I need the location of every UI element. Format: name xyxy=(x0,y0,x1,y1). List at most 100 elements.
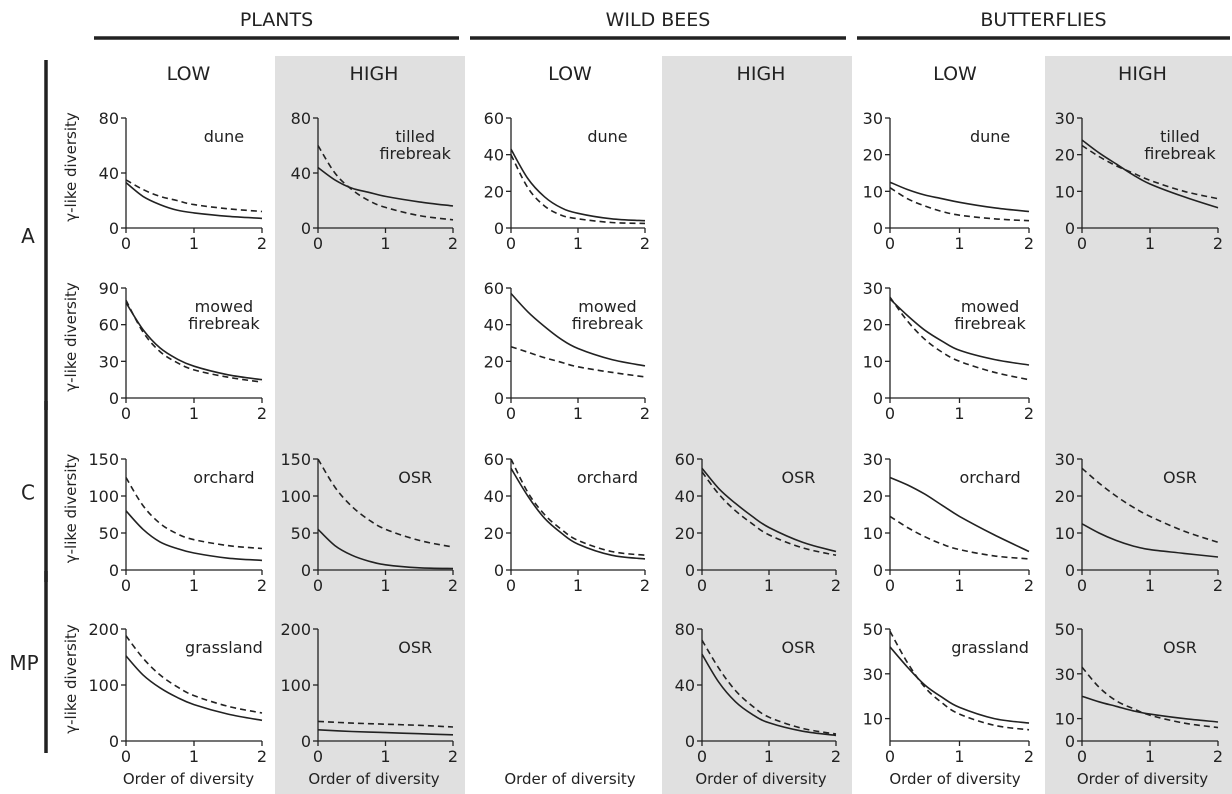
panel-label: dune xyxy=(204,127,244,146)
dashed-series-line xyxy=(510,458,646,556)
column-header: LOW xyxy=(548,63,592,85)
panel-label: firebreak xyxy=(572,314,644,333)
x-tick-label: 0 xyxy=(1077,576,1087,595)
x-tick-label: 0 xyxy=(313,747,323,766)
panel-label: firebreak xyxy=(188,314,260,333)
y-tick-label: 50 xyxy=(99,524,119,543)
y-tick-label: 50 xyxy=(291,524,311,543)
solid-series-line xyxy=(317,166,454,207)
x-tick-label: 0 xyxy=(121,404,131,423)
x-tick-label: 1 xyxy=(1145,234,1155,253)
y-tick-label: 200 xyxy=(280,620,311,639)
x-tick-label: 2 xyxy=(831,747,841,766)
y-tick-label: 100 xyxy=(280,676,311,695)
x-tick-label: 0 xyxy=(506,576,516,595)
dashed-series-line xyxy=(889,515,1030,560)
y-tick-label: 20 xyxy=(1055,146,1075,165)
solid-series-line xyxy=(125,510,263,562)
x-tick-label: 1 xyxy=(380,234,390,253)
dashed-series-line xyxy=(125,179,263,213)
region-label: MP xyxy=(9,651,38,675)
x-tick-label: 2 xyxy=(257,576,267,595)
y-tick-label: 10 xyxy=(1055,182,1075,201)
panel-label: firebreak xyxy=(1144,144,1216,163)
y-tick-label: 200 xyxy=(88,620,119,639)
column-header: LOW xyxy=(933,63,977,85)
x-tick-label: 1 xyxy=(1145,747,1155,766)
x-tick-label: 1 xyxy=(189,234,199,253)
y-tick-label: 50 xyxy=(1055,620,1075,639)
column-header: LOW xyxy=(167,63,211,85)
y-tick-label: 150 xyxy=(280,450,311,469)
panel-label: orchard xyxy=(577,468,638,487)
solid-series-line xyxy=(317,528,454,570)
y-tick-label: 0 xyxy=(109,389,119,408)
panel-label: OSR xyxy=(782,468,816,487)
x-tick-label: 2 xyxy=(1024,576,1034,595)
y-tick-label: 0 xyxy=(301,561,311,580)
solid-series-line xyxy=(125,302,263,381)
y-tick-label: 40 xyxy=(484,146,504,165)
y-tick-label: 0 xyxy=(301,732,311,751)
x-tick-label: 1 xyxy=(954,747,964,766)
y-tick-label: 0 xyxy=(685,561,695,580)
y-tick-label: 20 xyxy=(484,524,504,543)
x-tick-label: 2 xyxy=(831,576,841,595)
column-header: HIGH xyxy=(350,63,399,85)
x-tick-label: 2 xyxy=(448,576,458,595)
x-tick-label: 1 xyxy=(573,404,583,423)
y-tick-label: 60 xyxy=(484,279,504,298)
y-tick-label: 80 xyxy=(675,620,695,639)
y-tick-label: 60 xyxy=(99,316,119,335)
dashed-series-line xyxy=(125,299,263,383)
y-tick-label: 0 xyxy=(494,219,504,238)
panel-label: OSR xyxy=(1163,468,1197,487)
solid-series-line xyxy=(510,467,646,560)
x-tick-label: 2 xyxy=(640,234,650,253)
y-tick-label: 0 xyxy=(494,561,504,580)
y-tick-label: 40 xyxy=(675,487,695,506)
x-tick-label: 2 xyxy=(257,747,267,766)
solid-series-line xyxy=(889,298,1030,366)
y-tick-label: 20 xyxy=(863,146,883,165)
y-tick-label: 20 xyxy=(863,316,883,335)
x-tick-label: 1 xyxy=(954,404,964,423)
y-tick-label: 0 xyxy=(873,389,883,408)
solid-series-line xyxy=(1081,139,1219,209)
x-tick-label: 2 xyxy=(1024,404,1034,423)
dashed-series-line xyxy=(701,471,837,556)
panel-label: firebreak xyxy=(379,144,451,163)
y-tick-label: 0 xyxy=(109,561,119,580)
dashed-series-line xyxy=(510,345,646,378)
y-tick-label: 150 xyxy=(88,450,119,469)
dashed-series-line xyxy=(1081,144,1219,200)
y-tick-label: 20 xyxy=(1055,487,1075,506)
dashed-series-line xyxy=(1081,467,1219,544)
x-tick-label: 0 xyxy=(121,234,131,253)
panel-label: dune xyxy=(587,127,627,146)
y-axis-label: γ-like diversity xyxy=(62,454,80,564)
y-axis-label: γ-like diversity xyxy=(62,282,80,392)
y-tick-label: 30 xyxy=(1055,450,1075,469)
x-tick-label: 0 xyxy=(697,747,707,766)
x-tick-label: 1 xyxy=(954,576,964,595)
dashed-series-line xyxy=(889,296,1030,381)
x-tick-label: 1 xyxy=(189,747,199,766)
x-tick-label: 2 xyxy=(1024,747,1034,766)
solid-series-line xyxy=(510,148,646,222)
panel-label: orchard xyxy=(193,468,254,487)
x-axis-label: Order of diversity xyxy=(504,770,635,788)
x-axis-label: Order of diversity xyxy=(695,770,826,788)
x-tick-label: 2 xyxy=(448,747,458,766)
x-tick-label: 0 xyxy=(885,234,895,253)
dashed-series-line xyxy=(317,720,454,728)
x-tick-label: 2 xyxy=(1024,234,1034,253)
x-axis-label: Order of diversity xyxy=(308,770,439,788)
dashed-series-line xyxy=(317,145,454,221)
y-tick-label: 20 xyxy=(484,352,504,371)
y-tick-label: 40 xyxy=(675,676,695,695)
x-tick-label: 0 xyxy=(313,576,323,595)
dashed-series-line xyxy=(317,458,454,548)
y-tick-label: 50 xyxy=(863,620,883,639)
y-tick-label: 20 xyxy=(863,487,883,506)
